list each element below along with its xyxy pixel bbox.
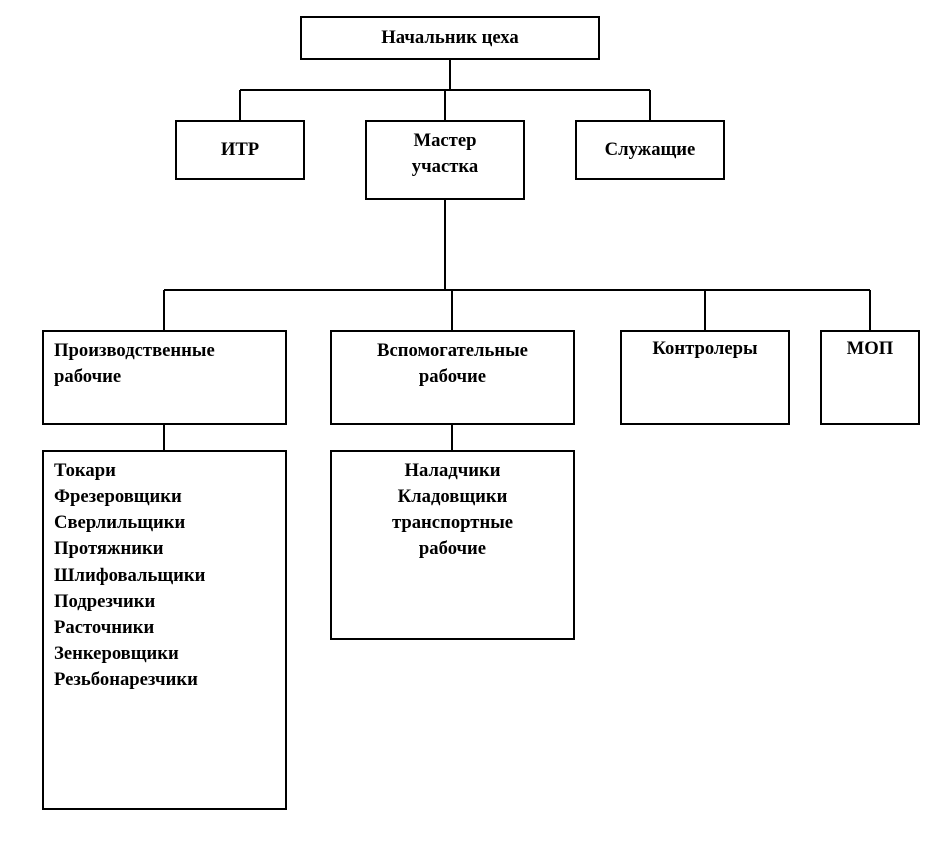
- node-production-workers-list: ТокариФрезеровщикиСверлильщикиПротяжники…: [42, 450, 287, 810]
- list-item: Зенкеровщики: [54, 641, 275, 667]
- node-employees-label: Служащие: [605, 139, 696, 161]
- list-item: Шлифовальщики: [54, 563, 275, 589]
- node-controllers-label: Контролеры: [652, 338, 757, 359]
- prod-head-line2: рабочие: [54, 364, 275, 390]
- list-item: рабочие: [342, 536, 563, 562]
- node-master-line2: участка: [377, 154, 513, 180]
- list-item: Сверлильщики: [54, 510, 275, 536]
- list-item: Кладовщики: [342, 484, 563, 510]
- list-item: Расточники: [54, 615, 275, 641]
- aux-head-line2: рабочие: [342, 364, 563, 390]
- node-master: Мастер участка: [365, 120, 525, 200]
- node-auxiliary-workers-list: НаладчикиКладовщикитранспортныерабочие: [330, 450, 575, 640]
- node-employees: Служащие: [575, 120, 725, 180]
- prod-head-line1: Производственные: [54, 338, 275, 364]
- list-item: Резьбонарезчики: [54, 667, 275, 693]
- node-controllers: Контролеры: [620, 330, 790, 425]
- node-itr: ИТР: [175, 120, 305, 180]
- org-chart: Начальник цеха ИТР Мастер участка Служащ…: [0, 0, 948, 850]
- node-root-label: Начальник цеха: [381, 27, 518, 49]
- aux-head-line1: Вспомогательные: [342, 338, 563, 364]
- node-production-workers-header: Производственные рабочие: [42, 330, 287, 425]
- node-mop-label: МОП: [847, 338, 894, 359]
- list-item: транспортные: [342, 510, 563, 536]
- list-item: Подрезчики: [54, 589, 275, 615]
- node-mop: МОП: [820, 330, 920, 425]
- node-auxiliary-workers-header: Вспомогательные рабочие: [330, 330, 575, 425]
- list-item: Наладчики: [342, 458, 563, 484]
- list-item: Токари: [54, 458, 275, 484]
- node-itr-label: ИТР: [221, 139, 259, 161]
- list-item: Протяжники: [54, 536, 275, 562]
- node-root: Начальник цеха: [300, 16, 600, 60]
- node-master-line1: Мастер: [377, 128, 513, 154]
- list-item: Фрезеровщики: [54, 484, 275, 510]
